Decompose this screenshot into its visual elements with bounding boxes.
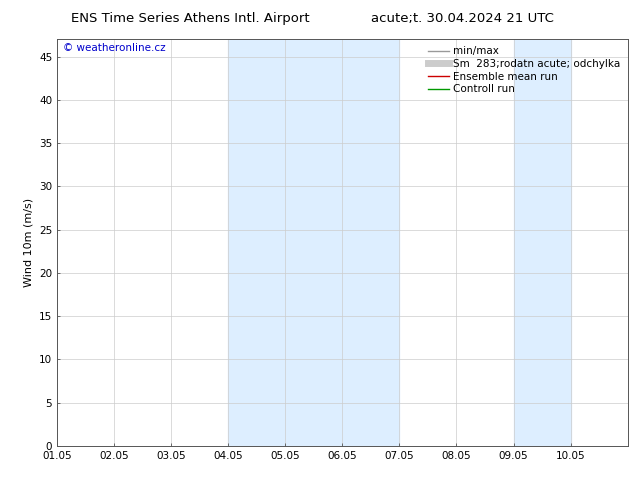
Legend: min/max, Sm  283;rodatn acute; odchylka, Ensemble mean run, Controll run: min/max, Sm 283;rodatn acute; odchylka, … xyxy=(426,45,623,97)
Bar xyxy=(514,39,571,446)
Text: © weatheronline.cz: © weatheronline.cz xyxy=(63,43,165,53)
Y-axis label: Wind 10m (m/s): Wind 10m (m/s) xyxy=(23,198,34,287)
Bar xyxy=(228,39,399,446)
Text: ENS Time Series Athens Intl. Airport: ENS Time Series Athens Intl. Airport xyxy=(71,12,309,25)
Text: acute;t. 30.04.2024 21 UTC: acute;t. 30.04.2024 21 UTC xyxy=(372,12,554,25)
